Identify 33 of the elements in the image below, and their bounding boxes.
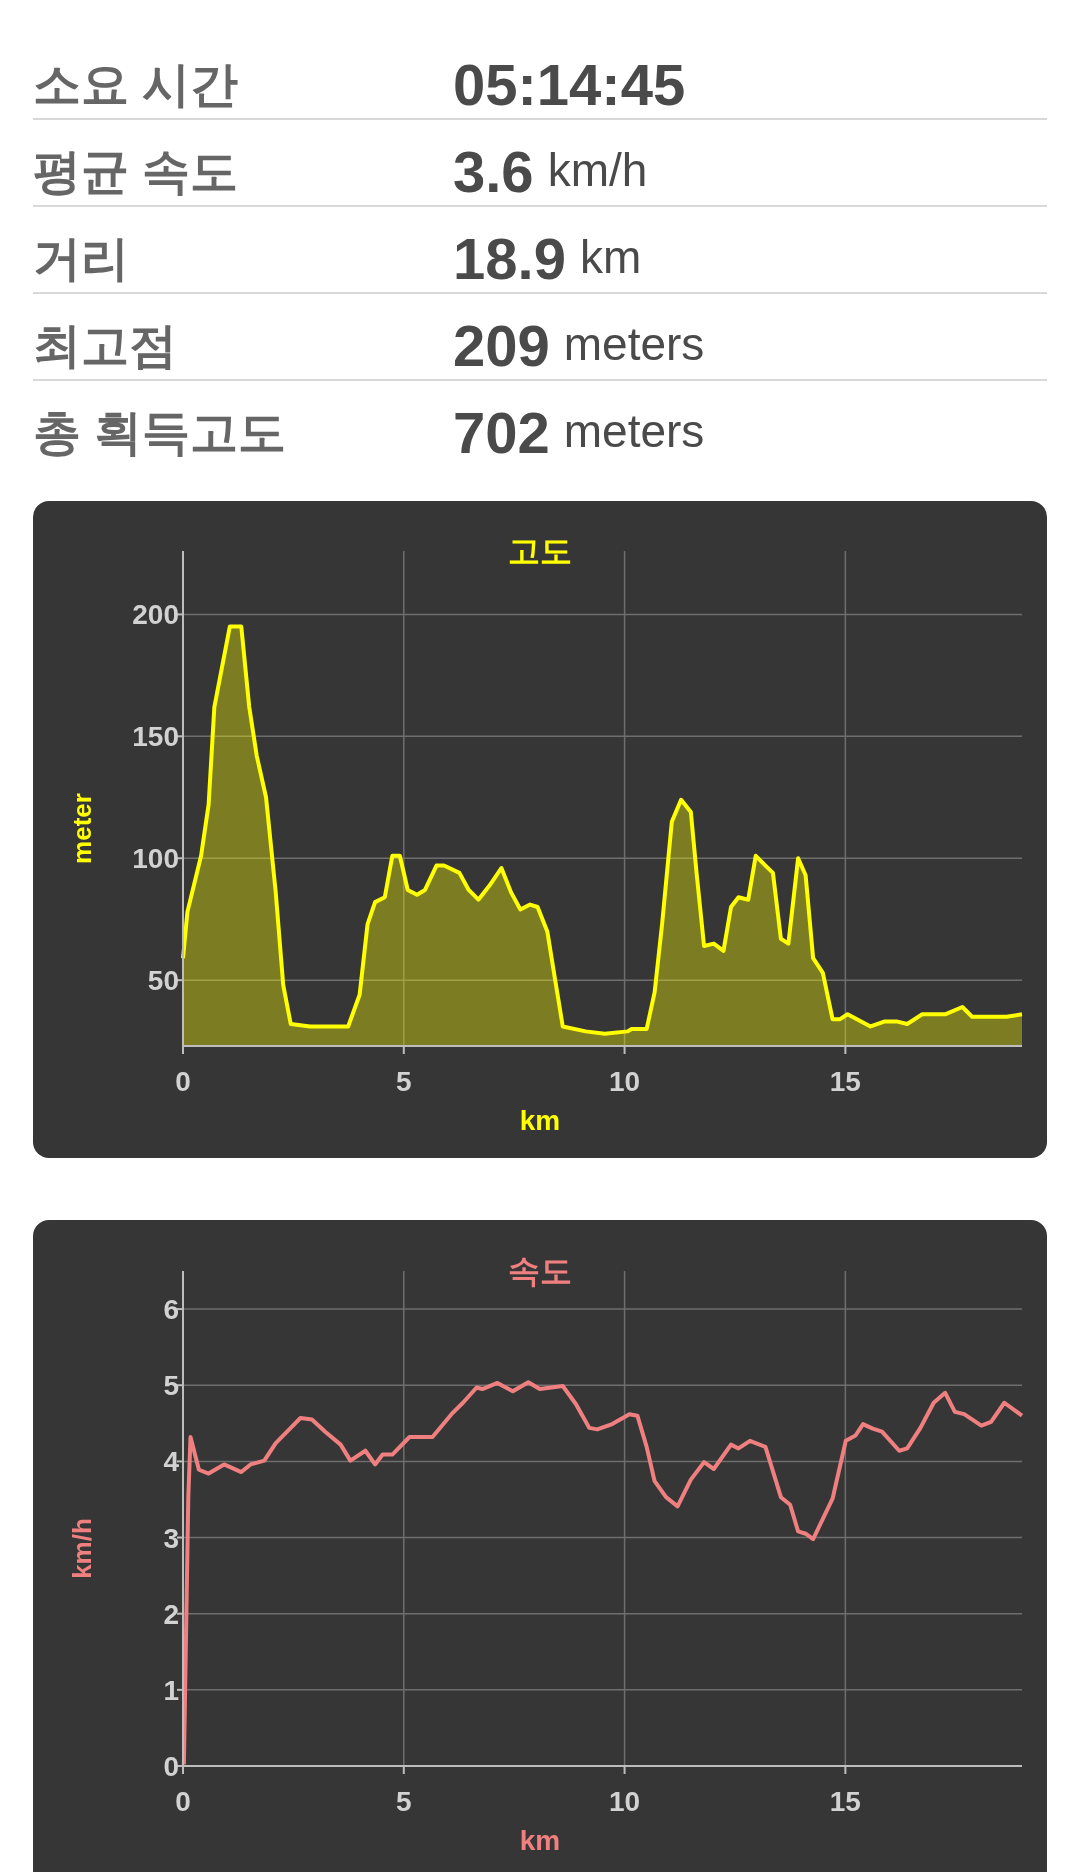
- chart-title: 고도: [508, 533, 572, 569]
- y-tick-label: 6: [163, 1294, 179, 1326]
- y-tick-label: 5: [163, 1370, 179, 1402]
- x-axis-title: km: [519, 1105, 561, 1136]
- x-tick-label: 5: [396, 1066, 412, 1097]
- x-axis-title: km: [519, 1825, 561, 1856]
- y-tick-label: 3: [163, 1522, 179, 1554]
- text: 702 meters: [453, 400, 705, 465]
- text: 거리: [33, 232, 129, 285]
- x-tick-label: 5: [396, 1786, 412, 1817]
- x-tick-label: 15: [829, 1786, 861, 1817]
- chart-title: 속도: [508, 1253, 572, 1289]
- x-tick-label: 10: [609, 1786, 641, 1817]
- y-tick-label: 50: [147, 965, 179, 997]
- text: 소요 시간: [33, 58, 239, 111]
- y-tick-label: 1: [163, 1674, 179, 1706]
- x-tick-label: 15: [829, 1066, 861, 1097]
- y-tick-label: 4: [163, 1446, 180, 1478]
- y-tick-label: 2: [163, 1598, 179, 1630]
- x-tick-label: 10: [609, 1066, 641, 1097]
- text: 18.9 km: [453, 226, 642, 291]
- y-tick-label: 100: [132, 843, 179, 875]
- y-axis-title: km/h: [67, 1518, 97, 1579]
- y-axis-title: meter: [67, 793, 97, 864]
- y-tick-label: 150: [132, 721, 179, 753]
- text: 3.6 km/h: [453, 139, 648, 204]
- text: 최고점: [33, 319, 177, 372]
- y-tick-label: 200: [132, 599, 179, 631]
- text: 209 meters: [453, 313, 705, 378]
- text: 05:14:45: [453, 52, 686, 117]
- y-tick-label: 0: [163, 1751, 179, 1782]
- text: 평균 속도: [33, 145, 239, 198]
- text: 총 획득고도: [33, 406, 287, 459]
